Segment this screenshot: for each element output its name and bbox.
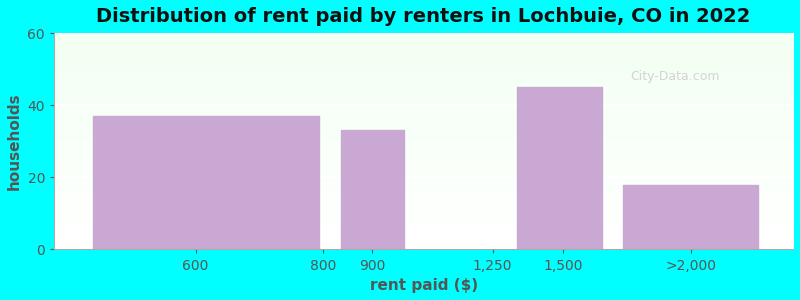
Bar <box>341 130 404 250</box>
Y-axis label: households: households <box>7 92 22 190</box>
X-axis label: rent paid ($): rent paid ($) <box>370 278 478 293</box>
Text: City-Data.com: City-Data.com <box>630 70 720 83</box>
Bar <box>518 87 602 250</box>
Bar <box>93 116 319 250</box>
Title: Distribution of rent paid by renters in Lochbuie, CO in 2022: Distribution of rent paid by renters in … <box>97 7 750 26</box>
Bar <box>623 184 758 250</box>
